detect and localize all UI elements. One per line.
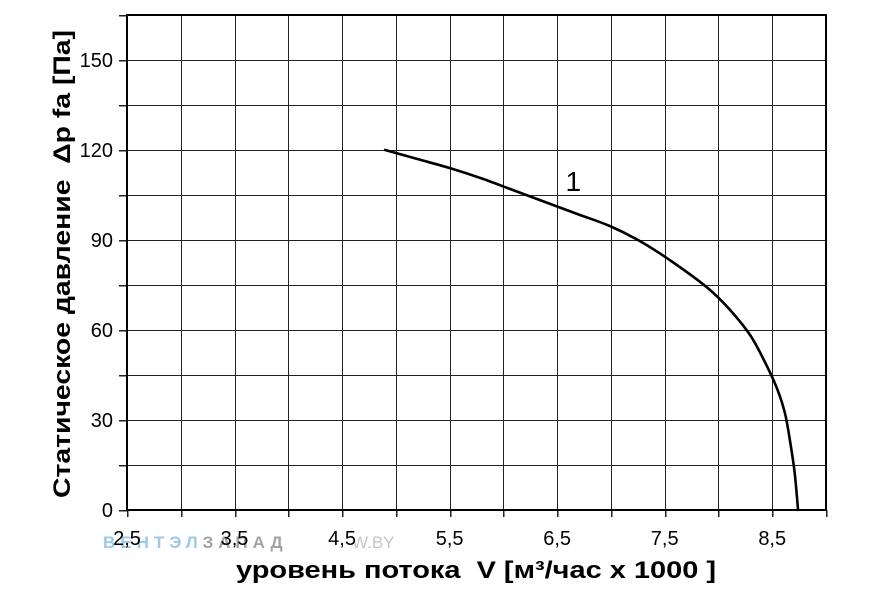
y-tick-label: 150: [80, 50, 113, 72]
y-axis-title: Статическое давление Δp fa [Па]: [49, 30, 76, 498]
y-tick-labels: 0 30 60 90 120 150: [80, 50, 113, 522]
x-tick-label: 8,5: [758, 528, 786, 550]
x-axis-title: уровень потока V [м³/час x 1000 ]: [236, 557, 716, 584]
series-1-label: 1: [565, 166, 581, 197]
series-layer: 1: [383, 148, 800, 512]
watermark-brand: ВЕНТЭЛЗАПАД: [103, 533, 288, 552]
x-tick-label: 4,5: [328, 528, 356, 550]
y-tick-label: 60: [91, 320, 113, 342]
series-1-curve: [383, 148, 800, 512]
y-tick-label: 120: [80, 140, 113, 162]
x-tick-label: 3,5: [221, 528, 249, 550]
x-tick-label: 7,5: [651, 528, 679, 550]
watermark-url: W.BY: [352, 533, 395, 552]
y-tick-label: 90: [91, 230, 113, 252]
watermark: ВЕНТЭЛЗАПАД W.BY: [103, 533, 395, 552]
grid: [119, 14, 828, 517]
watermark-brand-part-1: ВЕНТЭЛ: [103, 533, 203, 552]
x-tick-label: 6,5: [543, 528, 571, 550]
y-tick-label: 0: [102, 500, 113, 522]
x-tick-labels: 2,5 3,5 4,5 5,5 6,5 7,5 8,5: [113, 528, 786, 550]
x-tick-label: 2,5: [113, 528, 141, 550]
plot-frame: [126, 14, 827, 511]
x-tick-label: 5,5: [436, 528, 464, 550]
y-tick-label: 30: [91, 410, 113, 432]
watermark-brand-part-2: ЗАПАД: [203, 533, 288, 552]
